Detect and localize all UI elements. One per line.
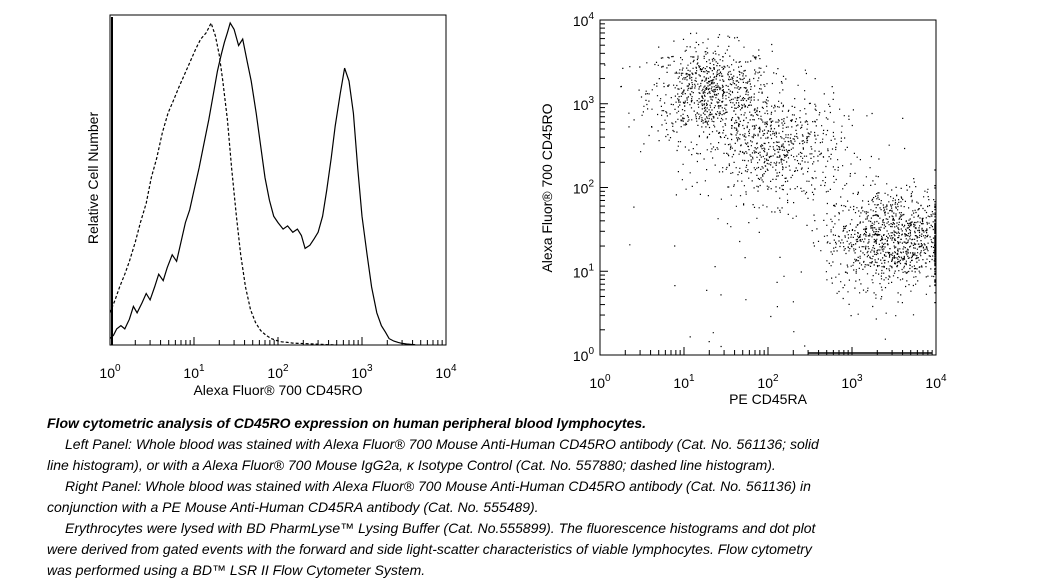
y-tick-label: 100 xyxy=(573,346,595,364)
isotype-control-histogram xyxy=(109,21,337,346)
cd45ro-histogram xyxy=(109,21,416,346)
right-y-tick-labels: 100 101 102 103 104 xyxy=(573,11,595,364)
x-tick-label: 101 xyxy=(673,373,695,391)
caption-line: were derived from gated events with the … xyxy=(47,541,812,557)
left-x-axis-label: Alexa Fluor® 700 CD45RO xyxy=(193,382,362,398)
x-tick-label: 101 xyxy=(183,363,205,381)
x-tick-label: 100 xyxy=(99,363,121,381)
left-histogram-panel: 100 101 102 103 104 Alexa Fluor® 700 CD45RO … xyxy=(85,14,457,398)
y-tick-label: 102 xyxy=(573,179,595,197)
y-tick-label: 104 xyxy=(573,11,595,29)
x-tick-label: 102 xyxy=(267,363,289,381)
figure: 100 101 102 103 104 Alexa Fluor® 700 CD45RO … xyxy=(85,11,947,407)
right-axis-ticks xyxy=(599,23,933,356)
x-tick-label: 100 xyxy=(589,373,611,391)
caption-line: Right Panel: Whole blood was stained wit… xyxy=(65,478,811,494)
caption-line: line histogram), or with a Alexa Fluor® … xyxy=(47,457,776,473)
right-dotplot-panel: 100 101 102 103 104 100 101 102 103 104 PE CD45R… xyxy=(539,11,947,407)
caption-line: conjunction with a PE Mouse Anti-Human C… xyxy=(47,499,539,515)
right-y-axis-label: Alexa Fluor® 700 CD45RO xyxy=(539,103,555,272)
right-dot-cloud xyxy=(604,32,936,354)
right-plot-frame xyxy=(599,19,937,356)
right-x-tick-labels: 100 101 102 103 104 xyxy=(589,373,947,391)
x-tick-label: 103 xyxy=(351,363,373,381)
x-tick-label: 104 xyxy=(925,373,947,391)
left-y-axis-label: Relative Cell Number xyxy=(85,112,101,245)
caption-line: Left Panel: Whole blood was stained with… xyxy=(65,436,819,452)
caption-line: Erythrocytes were lysed with BD PharmLys… xyxy=(65,520,816,536)
caption-line: was performed using a BD™ LSR II Flow Cy… xyxy=(47,562,426,578)
x-tick-label: 104 xyxy=(435,363,457,381)
right-x-axis-label: PE CD45RA xyxy=(729,391,807,407)
left-plot-frame xyxy=(109,14,447,346)
y-tick-label: 101 xyxy=(573,262,595,280)
caption-title: Flow cytometric analysis of CD45RO expre… xyxy=(47,415,647,431)
left-x-ticks xyxy=(109,337,447,345)
y-tick-label: 103 xyxy=(573,95,595,113)
left-x-tick-labels: 100 101 102 103 104 xyxy=(99,363,457,381)
x-tick-label: 102 xyxy=(757,373,779,391)
event-dots xyxy=(604,32,936,348)
x-tick-label: 103 xyxy=(841,373,863,391)
left-histogram-series xyxy=(109,17,416,346)
